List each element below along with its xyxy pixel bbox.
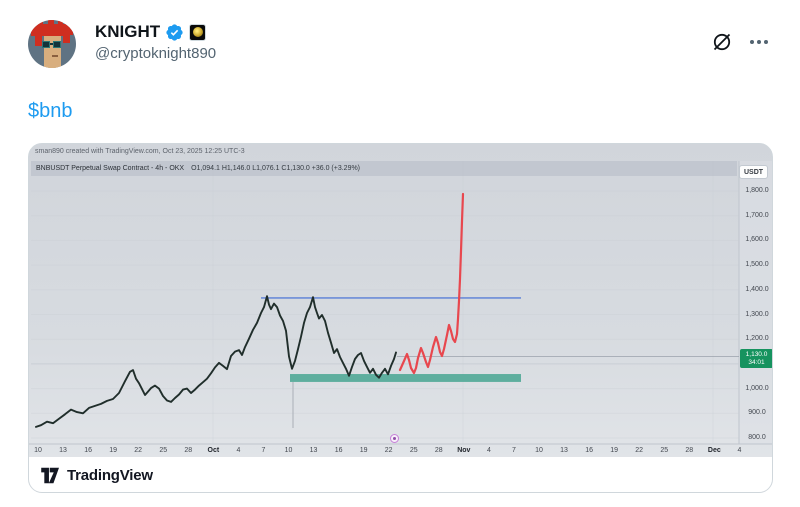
grok-icon[interactable] (710, 30, 734, 54)
price-axis-label: 1,500.0 (745, 261, 769, 269)
time-axis-label: 25 (409, 447, 418, 454)
time-axis-label: 7 (511, 447, 516, 454)
time-axis-label: 13 (59, 447, 67, 454)
price-axis-label: 1,300.0 (745, 310, 769, 318)
time-axis-label: 7 (261, 447, 266, 454)
time-axis-label: 28 (184, 447, 193, 454)
avatar-mouth (52, 55, 58, 57)
price-axis-label: 1,800.0 (745, 187, 769, 194)
verified-badge-icon (166, 23, 183, 41)
time-axis-label: 25 (660, 447, 669, 454)
last-price-tag: 1,130.0 34:01 (740, 349, 772, 368)
time-axis-label: 28 (685, 447, 694, 454)
time-axis-label: Oct (207, 447, 220, 454)
display-name[interactable]: KNIGHT (95, 22, 161, 41)
time-axis-label: 28 (434, 447, 443, 454)
time-axis-label: 16 (84, 447, 92, 454)
last-price-value: 1,130.0 (745, 350, 768, 358)
chart-image[interactable]: sman890 created with TradingView.com, Oc… (28, 143, 773, 493)
time-axis-label: Nov (457, 447, 471, 454)
avatar[interactable] (28, 20, 76, 68)
price-axis-label: 1,000.0 (745, 384, 769, 392)
time-axis-label: 22 (635, 447, 644, 454)
time-axis-label: Dec (707, 447, 721, 454)
price-chart-canvas[interactable] (29, 144, 773, 493)
avatar-face (44, 34, 61, 68)
time-axis-label: 4 (486, 447, 491, 454)
currency-toggle-button[interactable]: USDT (739, 165, 768, 179)
price-axis-label: 1,400.0 (745, 285, 769, 293)
time-axis-label: 19 (359, 447, 368, 454)
avatar-glasses (42, 41, 50, 48)
time-axis-label: 19 (109, 447, 118, 454)
price-axis-label: 1,600.0 (745, 236, 769, 244)
chart-footer: TradingView (29, 457, 772, 492)
symbol-info-bar: BNBUSDT Perpetual Swap Contract - 4h - O… (31, 161, 737, 176)
price-axis-label: 1,700.0 (745, 211, 769, 219)
symbol-title: BNBUSDT Perpetual Swap Contract - 4h - O… (36, 165, 185, 172)
tradingview-brand-text: TradingView (67, 467, 153, 484)
time-axis-label: 10 (284, 447, 293, 454)
time-axis-label: 25 (159, 447, 168, 454)
time-axis-label: 16 (585, 447, 593, 454)
time-axis-label: 13 (560, 447, 568, 454)
time-axis-label: 4 (737, 447, 742, 454)
tradingview-logo-icon (41, 467, 59, 484)
ohlc-values: O1,094.1 H1,146.0 L1,076.1 C1,130.0 +36.… (191, 165, 361, 172)
user-handle[interactable]: @cryptoknight890 (95, 45, 217, 62)
tweet-header: KNIGHT @cryptoknight890 (28, 20, 772, 70)
time-axis-label: 10 (535, 447, 543, 454)
price-axis-label: 1,200.0 (745, 335, 769, 343)
time-axis-label: 13 (309, 447, 318, 454)
timeline-event-icon[interactable] (390, 434, 399, 443)
time-axis-label: 22 (134, 447, 143, 454)
tweet-text-cashtag[interactable]: $bnb (28, 100, 73, 122)
affiliate-badge[interactable] (189, 23, 207, 41)
time-axis-label: 4 (236, 447, 241, 454)
time-axis-label: 22 (384, 447, 393, 454)
affiliate-coin-icon (192, 27, 203, 37)
price-axis-label: 800.0 (748, 434, 766, 441)
price-axis-label: 900.0 (748, 409, 766, 417)
more-options-button[interactable] (750, 40, 768, 44)
time-axis-label: 10 (34, 447, 42, 454)
time-axis-label: 19 (610, 447, 619, 454)
time-axis-label: 16 (334, 447, 343, 454)
bar-countdown: 34:01 (748, 358, 765, 366)
chart-watermark: sman890 created with TradingView.com, Oc… (35, 148, 245, 155)
